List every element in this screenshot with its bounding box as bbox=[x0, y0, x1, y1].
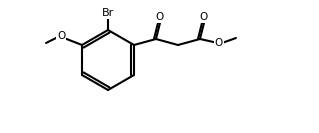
Text: O: O bbox=[200, 12, 208, 22]
Text: O: O bbox=[57, 31, 65, 41]
Text: Br: Br bbox=[102, 8, 114, 18]
Text: O: O bbox=[156, 12, 164, 22]
Text: O: O bbox=[215, 38, 223, 48]
